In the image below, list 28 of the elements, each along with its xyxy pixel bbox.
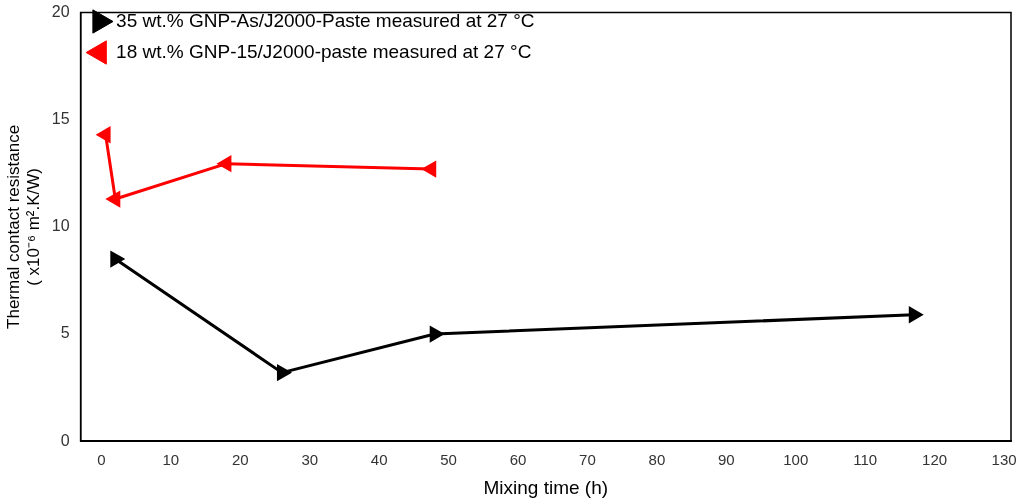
y-tick-label: 10: [51, 217, 70, 235]
point: [422, 161, 437, 177]
x-tick-label: 30: [301, 451, 319, 469]
x-tick-label: 20: [231, 451, 249, 469]
point: [97, 127, 111, 143]
y-tick-label: 15: [51, 110, 70, 128]
legend-label: 18 wt.% GNP-15/J2000-paste measured at 27 °C: [116, 40, 532, 62]
x-tick-label: 0: [97, 451, 106, 469]
x-tick-label: 100: [783, 451, 809, 469]
x-tick-label: 130: [991, 451, 1017, 469]
x-tick-label: 10: [162, 451, 180, 469]
x-tick-label: 110: [853, 451, 878, 469]
point: [217, 156, 232, 172]
x-tick-label: 80: [648, 451, 666, 469]
y-tick-label: 20: [51, 3, 70, 21]
x-axis-title: Mixing time (h): [483, 476, 609, 498]
point: [106, 191, 121, 207]
y-axis-title: Thermal contact resistance ( x10⁻⁶ m².K/W): [3, 124, 44, 329]
x-tick-label: 120: [922, 451, 948, 469]
x-tick-label: 60: [509, 451, 527, 469]
legend-label: 35 wt.% GNP-As/J2000-Paste measured at 27 °C: [116, 9, 535, 31]
x-tick-label: 40: [370, 451, 388, 469]
x-tick-label: 90: [717, 451, 735, 469]
y-tick-label: 5: [60, 324, 70, 342]
point: [908, 307, 923, 323]
x-tick-label: 70: [579, 451, 596, 469]
x-tick-label: 50: [440, 451, 457, 469]
y-tick-label: 0: [60, 431, 70, 449]
